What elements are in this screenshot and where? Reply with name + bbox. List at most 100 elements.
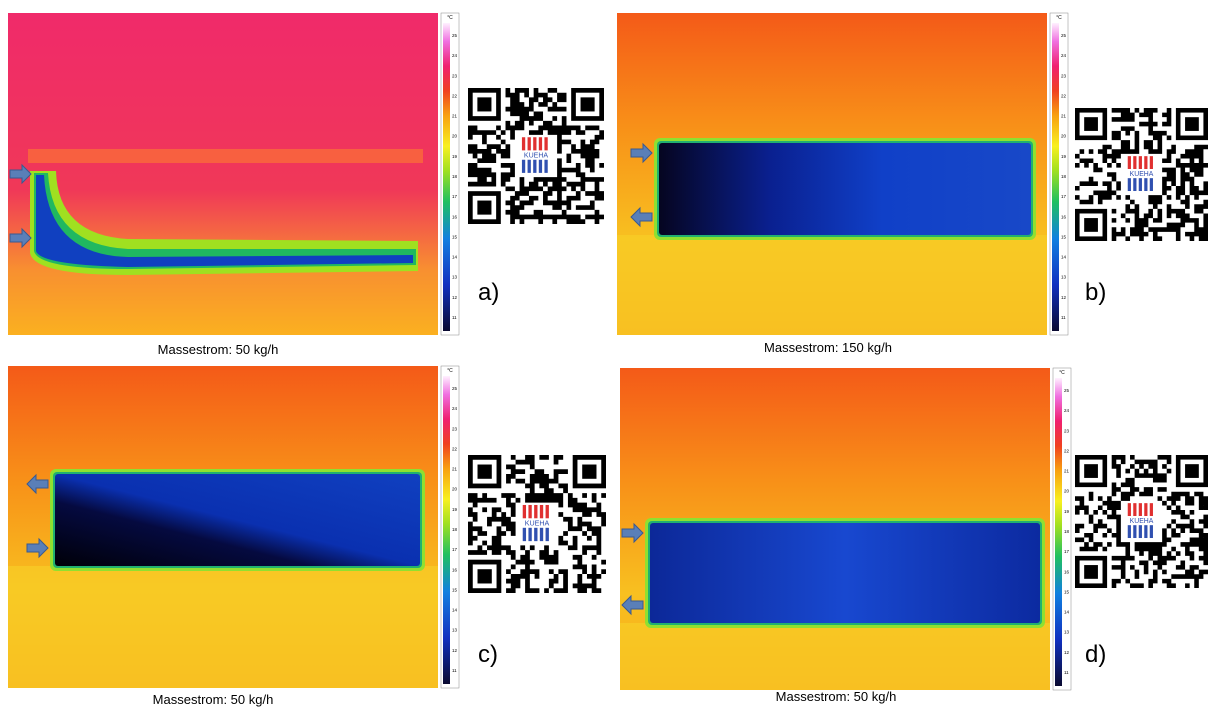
colorbar-tick-label: 18 — [452, 174, 458, 179]
colorbar-tick-label: 23 — [1064, 428, 1070, 433]
colorbar-unit: °C — [1056, 15, 1062, 21]
colorbar — [443, 23, 450, 331]
logo-text: KUEHA — [1130, 171, 1154, 178]
colorbar-tick-label: 19 — [452, 154, 458, 159]
colorbar-tick-label: 21 — [452, 114, 458, 119]
logo-bar-blue — [528, 160, 531, 173]
logo-bar-red — [1133, 503, 1136, 516]
colorbar-tick-label: 24 — [452, 53, 458, 58]
floor-glow — [8, 566, 438, 688]
qr-finder-dot — [1084, 565, 1098, 579]
logo-bar-red — [1150, 156, 1153, 169]
colorbar-unit: °C — [1059, 370, 1065, 376]
colorbar-tick-label: 24 — [452, 406, 458, 411]
panel-caption: Massestrom: 50 kg/h — [158, 342, 279, 357]
colorbar-tick-label: 16 — [452, 214, 458, 219]
logo-text: KUEHA — [524, 152, 548, 159]
colorbar-tick-label: 15 — [452, 587, 458, 592]
colorbar-tick-label: 25 — [452, 33, 458, 38]
logo-bar-red — [539, 137, 542, 150]
colorbar — [1052, 23, 1059, 331]
logo-bar-red — [1144, 503, 1147, 516]
colorbar-tick-label: 12 — [1064, 650, 1070, 655]
radiator-cold — [55, 474, 420, 566]
floor-glow — [620, 623, 1050, 690]
qr-finder-dot — [1185, 464, 1199, 478]
colorbar-unit: °C — [447, 368, 453, 374]
logo-bar-red — [546, 505, 549, 518]
logo-text: KUEHA — [1130, 518, 1154, 525]
colorbar-tick-label: 18 — [1064, 529, 1070, 534]
colorbar-tick-label: 14 — [1064, 610, 1070, 615]
radiator-cold — [650, 523, 1040, 623]
colorbar-tick-label: 11 — [452, 668, 457, 673]
colorbar-tick-label: 20 — [1061, 134, 1067, 139]
colorbar-tick-label: 17 — [1061, 194, 1067, 199]
logo-bar-red — [1128, 503, 1131, 516]
colorbar-tick-label: 20 — [1064, 489, 1070, 494]
logo-bar-blue — [539, 160, 542, 173]
colorbar-tick-label: 23 — [452, 426, 458, 431]
colorbar-tick-label: 22 — [452, 93, 458, 98]
logo-bar-red — [540, 505, 543, 518]
colorbar-tick-label: 15 — [1061, 234, 1067, 239]
shelf — [28, 149, 423, 163]
logo-bar-blue — [528, 528, 531, 541]
logo-bar-blue — [1128, 525, 1131, 538]
logo-bar-blue — [1144, 178, 1147, 191]
logo-bar-blue — [533, 160, 536, 173]
colorbar-tick-label: 25 — [1061, 33, 1067, 38]
logo-bar-red — [1133, 156, 1136, 169]
thermal-panel — [620, 368, 1050, 690]
colorbar-tick-label: 21 — [452, 467, 458, 472]
thermal-panel — [617, 13, 1047, 335]
logo-bar-red — [534, 505, 537, 518]
colorbar-tick-label: 13 — [452, 275, 458, 280]
logo-bar-red — [1128, 156, 1131, 169]
logo-bar-blue — [523, 528, 526, 541]
qr-finder-dot — [582, 465, 596, 479]
colorbar-tick-label: 20 — [452, 134, 458, 139]
colorbar-tick-label: 14 — [452, 255, 458, 260]
colorbar-tick-label: 17 — [452, 547, 458, 552]
colorbar-tick-label: 11 — [1061, 315, 1066, 320]
logo-bar-blue — [1128, 178, 1131, 191]
colorbar-tick-label: 20 — [452, 487, 458, 492]
qr-finder-dot — [477, 97, 491, 111]
logo-bar-blue — [540, 528, 543, 541]
figure: °C252423222120191817161514131211KUEHAa)M… — [0, 0, 1208, 709]
colorbar — [1055, 378, 1062, 686]
qr-finder-dot — [1084, 464, 1098, 478]
radiator-cold — [659, 143, 1031, 235]
logo-bar-red — [1144, 156, 1147, 169]
logo-bar-red — [523, 505, 526, 518]
logo-bar-blue — [534, 528, 537, 541]
colorbar — [443, 376, 450, 684]
colorbar-tick-label: 13 — [1064, 630, 1070, 635]
colorbar-tick-label: 22 — [1061, 93, 1067, 98]
colorbar-tick-label: 14 — [452, 608, 458, 613]
colorbar-tick-label: 21 — [1064, 469, 1070, 474]
colorbar-tick-label: 24 — [1064, 408, 1070, 413]
logo-bar-red — [528, 505, 531, 518]
panel-caption: Massestrom: 50 kg/h — [153, 692, 274, 707]
qr-code: KUEHA — [468, 455, 606, 593]
logo-bar-blue — [546, 528, 549, 541]
qr-code: KUEHA — [1075, 108, 1208, 241]
logo-bar-red — [544, 137, 547, 150]
colorbar-tick-label: 16 — [452, 567, 458, 572]
colorbar-tick-label: 14 — [1061, 255, 1067, 260]
logo-bar-blue — [544, 160, 547, 173]
logo-bar-blue — [522, 160, 525, 173]
qr-finder-dot — [581, 97, 595, 111]
logo-bar-red — [1150, 503, 1153, 516]
logo-text: KUEHA — [525, 519, 550, 527]
colorbar-tick-label: 25 — [452, 386, 458, 391]
colorbar-tick-label: 23 — [452, 73, 458, 78]
colorbar-tick-label: 19 — [1064, 509, 1070, 514]
colorbar-tick-label: 19 — [1061, 154, 1067, 159]
qr-finder-dot — [1084, 218, 1098, 232]
qr-finder-dot — [1185, 117, 1199, 131]
floor-glow — [617, 235, 1047, 335]
colorbar-tick-label: 19 — [452, 507, 458, 512]
